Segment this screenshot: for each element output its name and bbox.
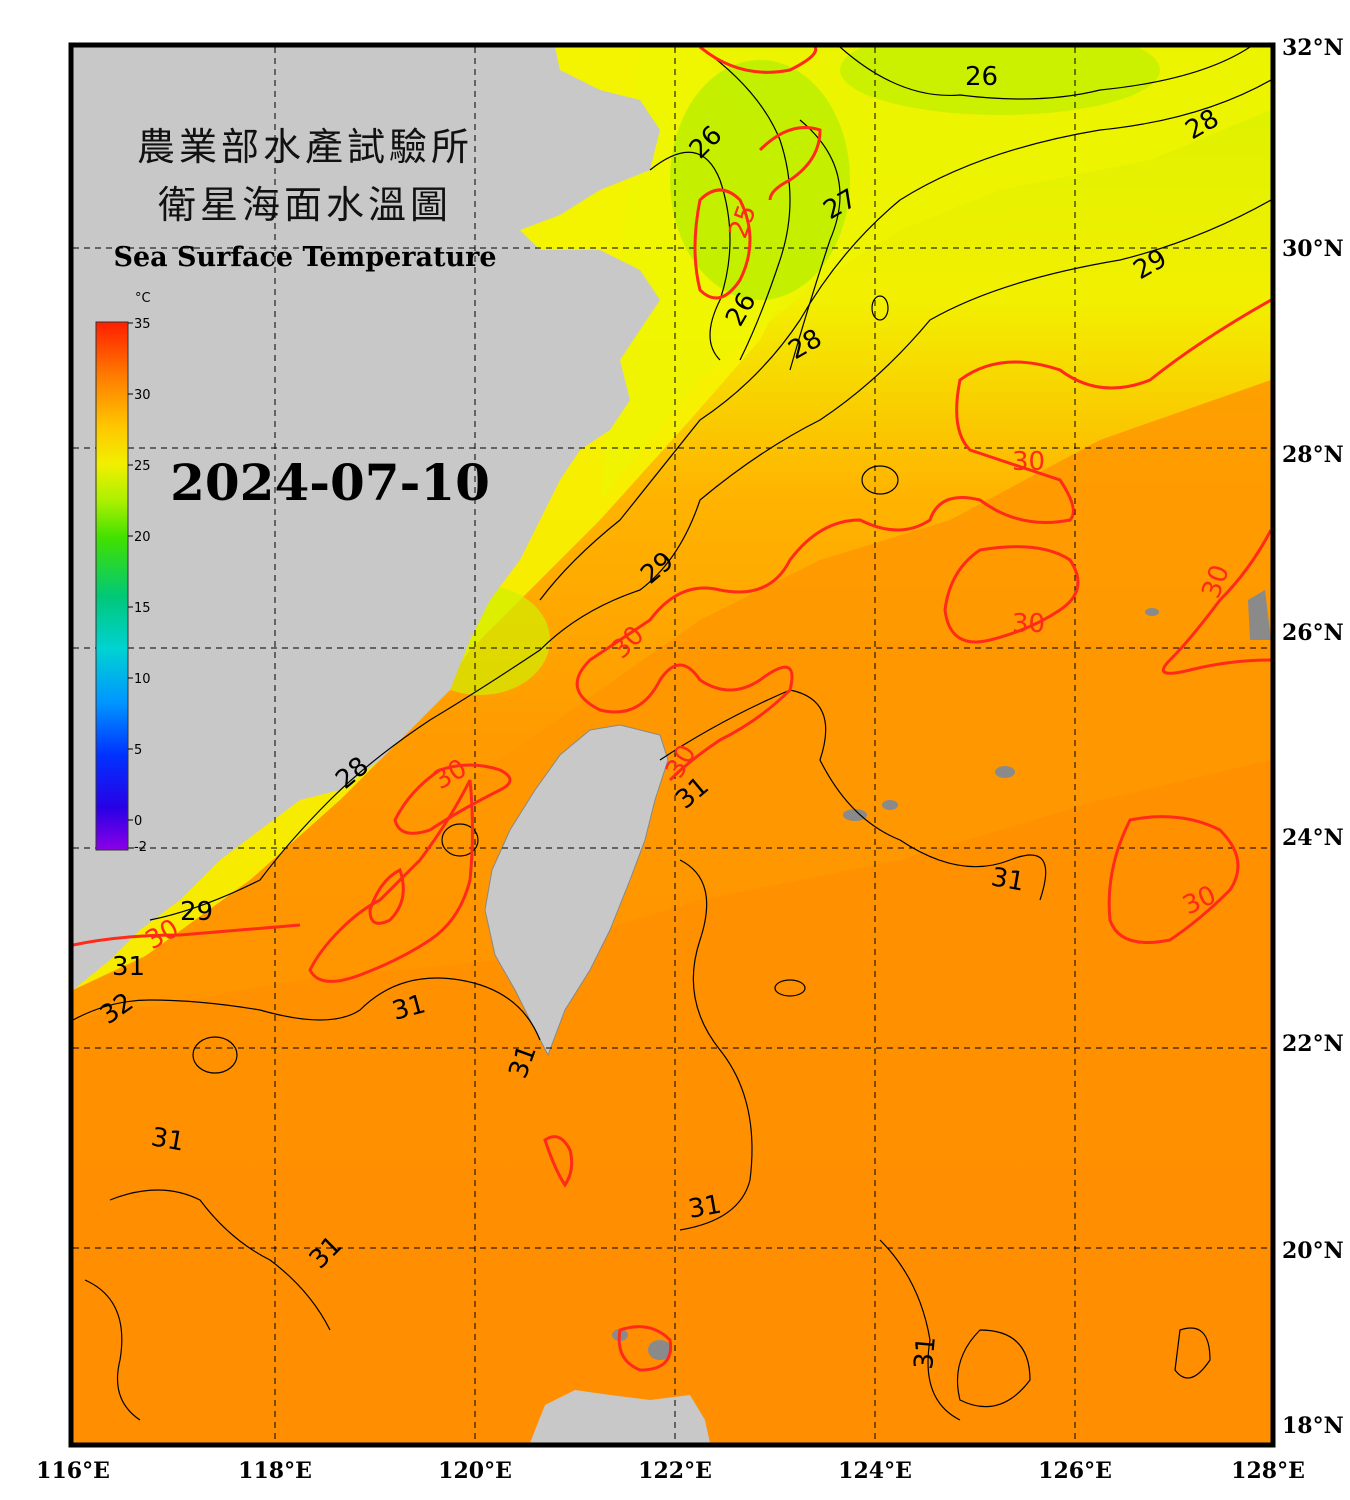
lon-label: 122°E [638, 1458, 712, 1484]
lat-label: 30°N [1282, 236, 1344, 262]
contour-label-31: 31 [112, 952, 145, 982]
colorbar-tick: -2 [134, 840, 147, 855]
lon-label: 116°E [36, 1458, 110, 1484]
contour-label-30: 30 [1012, 447, 1045, 477]
lat-label: 18°N [1282, 1413, 1344, 1439]
island-ishigaki [995, 766, 1015, 778]
contour-label-31: 31 [989, 862, 1027, 897]
warmer-region [73, 760, 1271, 1443]
longitude-labels: 116°E 118°E 120°E 122°E 124°E 126°E 128°… [36, 1458, 1305, 1484]
contours-30 [73, 47, 1271, 1372]
lat-label: 20°N [1282, 1238, 1344, 1264]
colorbar-tick: 25 [134, 459, 151, 474]
title-english: Sea Surface Temperature [113, 242, 496, 273]
land-luzon [530, 1390, 710, 1443]
colorbar-tick: 30 [134, 388, 151, 403]
contour-label-26: 26 [965, 62, 998, 92]
contour-label-31: 31 [909, 1335, 942, 1371]
land-china-mainland [73, 47, 660, 990]
colorbar-tick: 10 [134, 672, 151, 687]
title-line1: 農業部水產試驗所 [137, 125, 473, 169]
lon-label: 128°E [1231, 1458, 1305, 1484]
colorbar-unit: °C [135, 291, 151, 306]
colorbar-tick: 15 [134, 601, 151, 616]
colorbar-tick: 35 [134, 317, 151, 332]
lat-label: 28°N [1282, 442, 1344, 468]
island-small-1 [882, 800, 898, 810]
island-okinawa [1248, 590, 1271, 640]
lon-label: 124°E [838, 1458, 912, 1484]
contour-label-29: 29 [180, 897, 213, 927]
lon-label: 126°E [1038, 1458, 1112, 1484]
lat-label: 26°N [1282, 620, 1344, 646]
lon-label: 120°E [438, 1458, 512, 1484]
map-frame [68, 42, 1276, 1448]
lat-label: 32°N [1282, 35, 1344, 61]
contours-black [73, 47, 1271, 1421]
cool-patch-zhoushan [670, 60, 850, 300]
lon-label: 118°E [238, 1458, 312, 1484]
colorbar-gradient [95, 321, 129, 851]
lat-label: 24°N [1282, 825, 1344, 851]
colorbar: °C 35 30 25 20 15 10 5 0 -2 [95, 291, 151, 855]
graticule [73, 47, 1271, 1443]
colorbar-tick: 0 [134, 814, 142, 829]
island-small-3 [1145, 608, 1159, 616]
contour-label-31: 31 [149, 1122, 187, 1157]
cool-patch-north [840, 47, 1160, 115]
latitude-labels: 32°N 30°N 28°N 26°N 24°N 22°N 20°N 18°N [1282, 35, 1344, 1439]
title-line2: 衛星海面水溫圖 [158, 183, 452, 227]
colorbar-tick: 5 [134, 743, 142, 758]
island-miyako [843, 809, 867, 821]
colorbar-tick: 20 [134, 530, 151, 545]
island-batanes [648, 1340, 672, 1360]
date-label: 2024-07-10 [170, 453, 490, 512]
land-taiwan [484, 724, 669, 1057]
contour-label-31: 31 [686, 1190, 724, 1225]
contour-label-30: 30 [1012, 609, 1045, 639]
lat-label: 22°N [1282, 1031, 1344, 1057]
